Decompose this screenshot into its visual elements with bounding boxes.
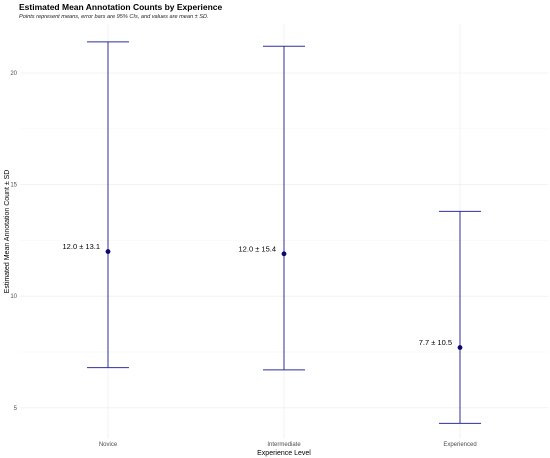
y-axis-title: Estimated Mean Annotation Count ± SD <box>4 170 11 294</box>
y-tick-label: 5 <box>14 406 18 412</box>
data-label: 12.0 ± 15.4 <box>239 244 276 253</box>
y-tick-label: 10 <box>10 294 17 300</box>
mean-point <box>457 345 463 350</box>
chart-title: Estimated Mean Annotation Counts by Expe… <box>19 2 223 12</box>
y-tick-label: 20 <box>10 71 17 77</box>
x-axis-title: Experience Level <box>257 450 311 457</box>
x-tick-label: Intermediate <box>267 442 301 448</box>
data-label: 12.0 ± 13.1 <box>63 242 100 251</box>
chart-subtitle: Points represent means, error bars are 9… <box>19 14 209 20</box>
mean-point <box>281 251 287 257</box>
x-tick-label: Novice <box>99 442 118 448</box>
y-tick-label: 15 <box>10 183 17 189</box>
x-tick-label: Experienced <box>443 442 476 448</box>
mean-point <box>105 249 111 254</box>
data-label: 7.7 ± 10.5 <box>419 338 452 347</box>
